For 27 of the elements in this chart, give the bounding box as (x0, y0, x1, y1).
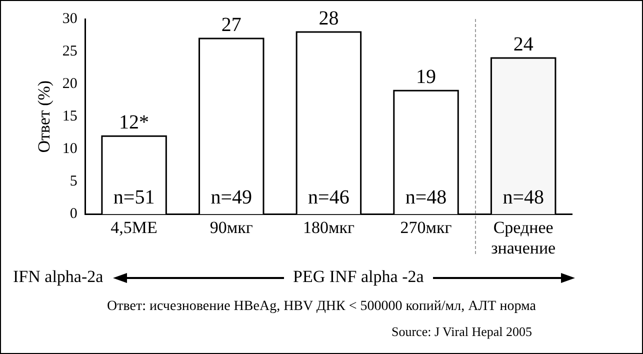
y-tick-label: 30 (62, 10, 78, 27)
text: IFN alpha-2a (13, 267, 104, 287)
x-tick-label: 90мкг (210, 218, 253, 237)
x-tick-label: Среднее значение (491, 218, 556, 258)
annotation: n=48 (502, 186, 544, 208)
y-tick-label: 5 (70, 174, 78, 190)
x-tick-label: 270мкг (400, 218, 452, 237)
y-tick-label: 20 (62, 76, 78, 92)
data-label: 24 (513, 33, 534, 56)
data-label: 27 (221, 14, 242, 36)
x-tick-label: 4,5МЕ (110, 218, 158, 237)
data-label: 12* (119, 111, 150, 134)
source-note: Source: J Viral Hepal 2005 (391, 324, 532, 340)
data-label: 19 (416, 66, 436, 88)
y-tick-label: 25 (62, 43, 78, 60)
annotation: n=49 (210, 186, 252, 208)
y-tick-label: 10 (62, 141, 78, 158)
data-label: 28 (318, 7, 339, 30)
y-tick-label: 0 (70, 206, 78, 222)
annotation: n=51 (113, 186, 155, 208)
x-tick-label: 180мкг (302, 218, 354, 237)
annotation: n=46 (308, 186, 350, 208)
text: Ответ: исчезновение HBeAg, HBV ДНК < 500000 копий/мл, АЛТ норма (106, 299, 537, 315)
y-axis-title: Ответ (%) (34, 80, 54, 153)
y-tick-label: 15 (62, 108, 78, 125)
text: PEG INF alpha -2a (293, 267, 424, 287)
annotation: n=48 (405, 186, 447, 208)
